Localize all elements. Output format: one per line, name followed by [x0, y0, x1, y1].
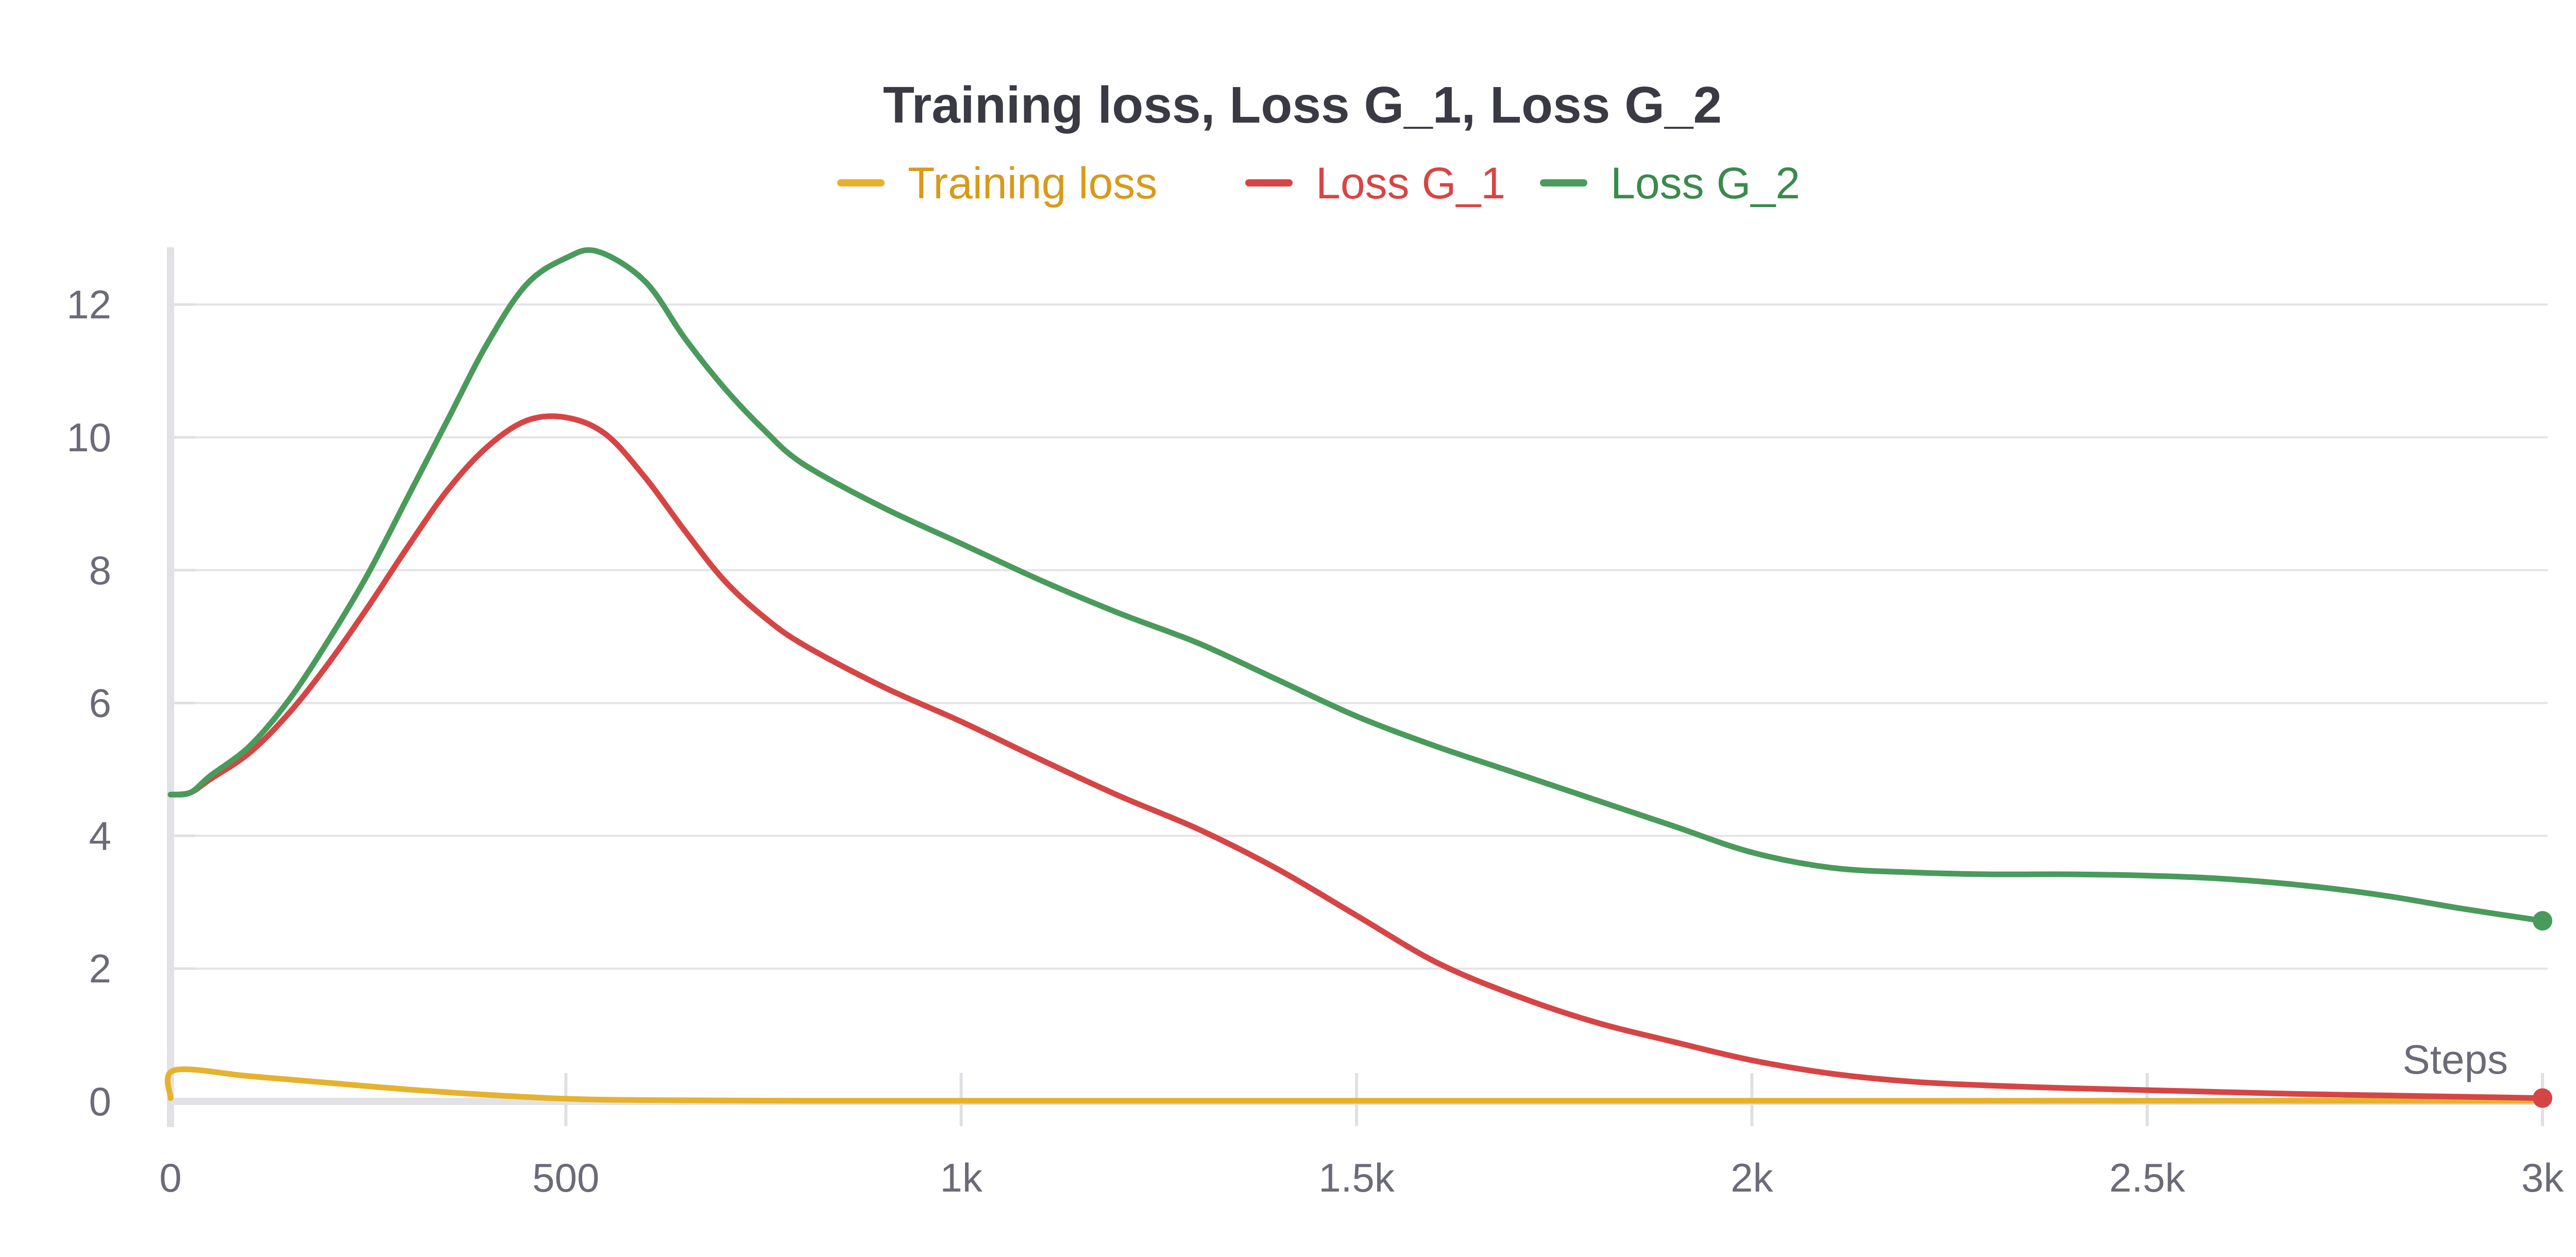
end-point-loss-g-2: [2533, 911, 2552, 931]
series-line-loss-g-1: [167, 413, 2546, 1101]
y-tick-label: 8: [89, 548, 111, 593]
series-line-loss-g-2: [167, 247, 2546, 924]
x-tick-label: 2k: [1731, 1155, 1773, 1200]
y-tick-label: 6: [89, 681, 111, 726]
legend-item-training-loss[interactable]: Training loss: [837, 159, 1157, 208]
tick-labels: 0 2 4 6 8 10 12 0 500 1k 1.5k 2k 2.5k 3k: [66, 282, 2564, 1200]
y-tick-label: 4: [89, 813, 111, 858]
legend-item-loss-g-1[interactable]: Loss G_1: [1245, 159, 1505, 208]
legend-label: Training loss: [908, 159, 1157, 208]
axes: [167, 247, 2548, 1127]
x-tick-label: 0: [159, 1155, 181, 1200]
x-tick-label: 2.5k: [2109, 1155, 2185, 1200]
end-point-loss-g-1: [2533, 1088, 2552, 1108]
y-tick-label: 0: [89, 1079, 111, 1124]
chart-title: Training loss, Loss G_1, Loss G_2: [883, 76, 1722, 134]
y-tick-label: 2: [89, 946, 111, 991]
x-tick-label: 1.5k: [1318, 1155, 1395, 1200]
chart-legend: Training loss Loss G_1 Loss G_2: [837, 159, 1800, 208]
grid-lines: [171, 303, 2548, 970]
x-tick-label: 3k: [2521, 1155, 2564, 1200]
series-line-training-loss: [164, 1066, 2546, 1104]
legend-label: Loss G_2: [1611, 159, 1800, 208]
series-lines: [164, 247, 2546, 1104]
legend-label: Loss G_1: [1316, 159, 1505, 208]
x-tick-label: 500: [532, 1155, 599, 1200]
legend-item-loss-g-2[interactable]: Loss G_2: [1540, 159, 1800, 208]
y-tick-label: 12: [66, 282, 111, 327]
x-tick-label: 1k: [940, 1155, 982, 1200]
y-tick-label: 10: [66, 415, 111, 460]
series-end-markers: [2533, 911, 2552, 1108]
x-axis-title: Steps: [2402, 1037, 2508, 1082]
